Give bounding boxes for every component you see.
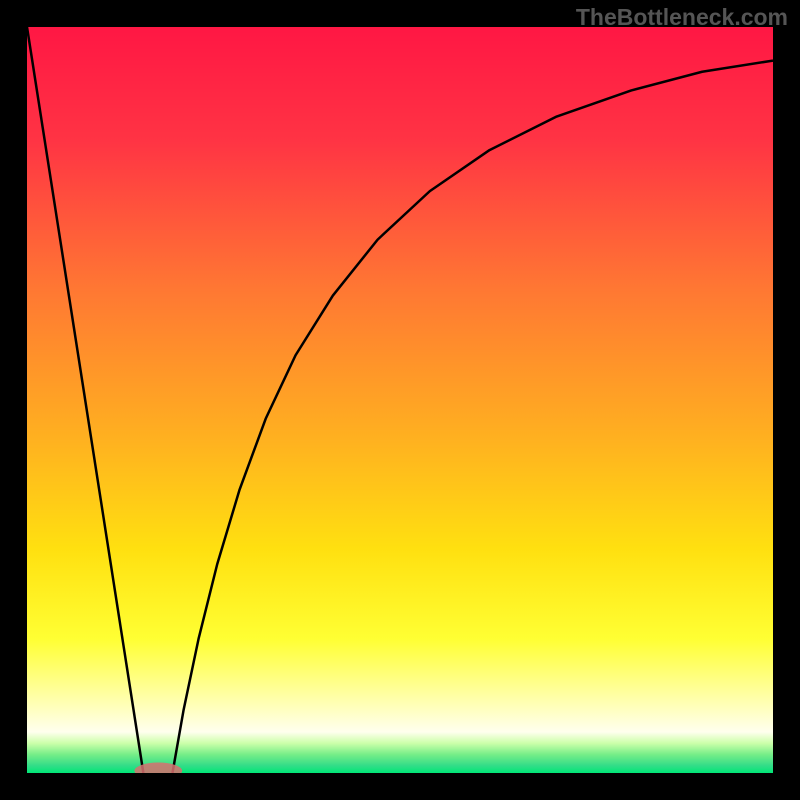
watermark-text: TheBottleneck.com <box>576 4 788 31</box>
bottleneck-curve <box>27 27 143 773</box>
bottleneck-curve <box>172 61 773 773</box>
curve-overlay <box>27 27 773 773</box>
plot-area <box>27 27 773 773</box>
chart-container: TheBottleneck.com <box>0 0 800 800</box>
